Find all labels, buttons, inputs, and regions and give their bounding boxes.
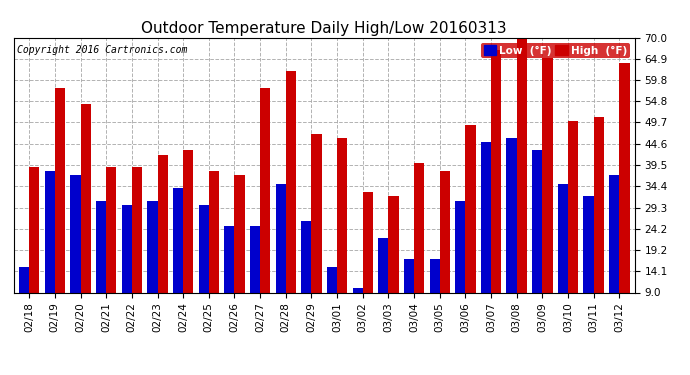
Bar: [209, 171, 219, 292]
Bar: [388, 196, 399, 292]
Bar: [337, 138, 347, 292]
Bar: [286, 71, 296, 292]
Bar: [70, 176, 81, 292]
Bar: [302, 221, 311, 292]
Bar: [19, 267, 29, 292]
Bar: [542, 58, 553, 292]
Bar: [29, 167, 39, 292]
Bar: [45, 171, 55, 292]
Bar: [250, 226, 260, 292]
Bar: [106, 167, 117, 292]
Bar: [404, 259, 414, 292]
Bar: [353, 288, 363, 292]
Text: Copyright 2016 Cartronics.com: Copyright 2016 Cartronics.com: [17, 45, 187, 55]
Bar: [275, 184, 286, 292]
Bar: [429, 259, 440, 292]
Bar: [378, 238, 388, 292]
Title: Outdoor Temperature Daily High/Low 20160313: Outdoor Temperature Daily High/Low 20160…: [141, 21, 507, 36]
Bar: [311, 134, 322, 292]
Bar: [157, 154, 168, 292]
Bar: [517, 38, 527, 292]
Bar: [224, 226, 235, 292]
Bar: [121, 205, 132, 292]
Bar: [620, 63, 630, 292]
Bar: [568, 121, 578, 292]
Bar: [481, 142, 491, 292]
Bar: [55, 88, 65, 292]
Bar: [491, 50, 502, 292]
Bar: [81, 104, 91, 292]
Bar: [199, 205, 209, 292]
Bar: [327, 267, 337, 292]
Bar: [235, 176, 245, 292]
Bar: [593, 117, 604, 292]
Legend: Low  (°F), High  (°F): Low (°F), High (°F): [481, 43, 629, 58]
Bar: [506, 138, 517, 292]
Bar: [455, 201, 466, 292]
Bar: [440, 171, 450, 292]
Bar: [96, 201, 106, 292]
Bar: [363, 192, 373, 292]
Bar: [414, 163, 424, 292]
Bar: [173, 188, 183, 292]
Bar: [132, 167, 142, 292]
Bar: [183, 150, 193, 292]
Bar: [609, 176, 620, 292]
Bar: [260, 88, 270, 292]
Bar: [466, 125, 475, 292]
Bar: [558, 184, 568, 292]
Bar: [147, 201, 157, 292]
Bar: [584, 196, 593, 292]
Bar: [532, 150, 542, 292]
